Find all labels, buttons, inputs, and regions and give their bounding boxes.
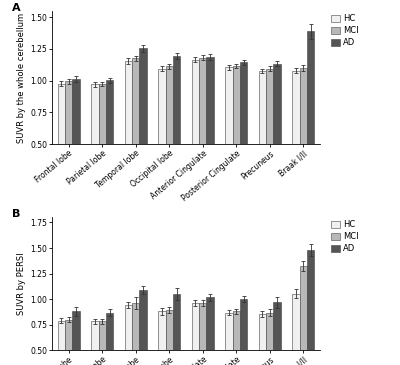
- Bar: [307, 250, 314, 365]
- Bar: [232, 66, 240, 207]
- Bar: [140, 48, 147, 207]
- Bar: [132, 58, 140, 207]
- Bar: [91, 84, 98, 207]
- Bar: [199, 58, 206, 207]
- Bar: [166, 310, 173, 365]
- Text: B: B: [12, 209, 20, 219]
- Y-axis label: SUVR by PERSI: SUVR by PERSI: [17, 253, 26, 315]
- Bar: [173, 56, 180, 207]
- Text: A: A: [12, 3, 20, 13]
- Bar: [158, 311, 166, 365]
- Bar: [274, 302, 281, 365]
- Bar: [72, 311, 80, 365]
- Bar: [266, 69, 274, 207]
- Bar: [240, 62, 247, 207]
- Bar: [259, 314, 266, 365]
- Bar: [206, 57, 214, 207]
- Bar: [232, 311, 240, 365]
- Bar: [192, 60, 199, 207]
- Bar: [98, 84, 106, 207]
- Bar: [173, 294, 180, 365]
- Bar: [98, 321, 106, 365]
- Bar: [199, 303, 206, 365]
- Bar: [106, 312, 113, 365]
- Bar: [259, 71, 266, 207]
- Bar: [125, 61, 132, 207]
- Bar: [166, 66, 173, 207]
- Bar: [132, 303, 140, 365]
- Bar: [240, 299, 247, 365]
- Bar: [274, 64, 281, 207]
- Bar: [292, 70, 300, 207]
- Bar: [91, 321, 98, 365]
- Bar: [58, 321, 65, 365]
- Bar: [72, 79, 80, 207]
- Legend: HC, MCI, AD: HC, MCI, AD: [330, 219, 360, 255]
- Bar: [266, 312, 274, 365]
- Bar: [65, 81, 72, 207]
- Legend: HC, MCI, AD: HC, MCI, AD: [330, 12, 360, 49]
- Bar: [140, 290, 147, 365]
- Bar: [106, 80, 113, 207]
- Bar: [225, 312, 232, 365]
- Bar: [300, 266, 307, 365]
- Bar: [125, 305, 132, 365]
- Bar: [307, 31, 314, 207]
- Bar: [292, 293, 300, 365]
- Bar: [206, 297, 214, 365]
- Bar: [225, 68, 232, 207]
- Bar: [158, 69, 166, 207]
- Bar: [58, 84, 65, 207]
- Y-axis label: SUVR by the whole cerebellum: SUVR by the whole cerebellum: [17, 12, 26, 143]
- Bar: [65, 320, 72, 365]
- Bar: [192, 303, 199, 365]
- Bar: [300, 68, 307, 207]
